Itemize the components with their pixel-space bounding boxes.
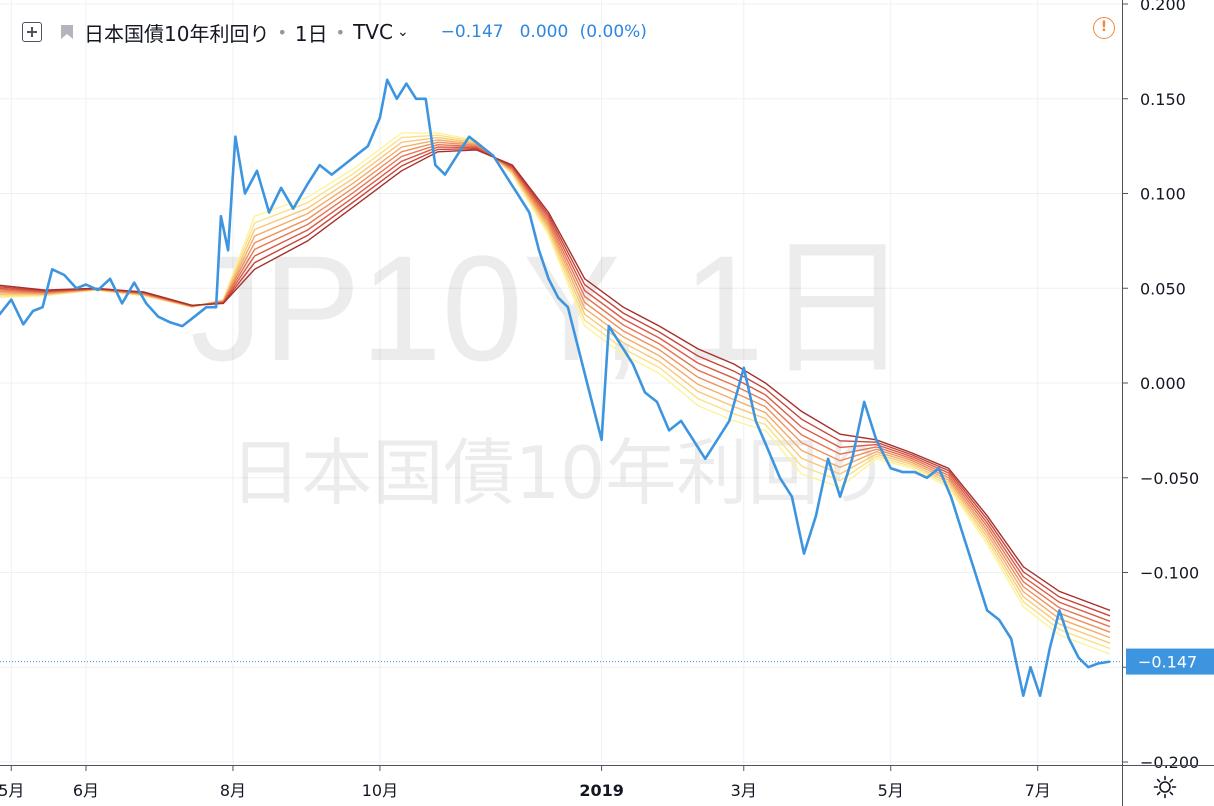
plus-square-icon[interactable] <box>22 22 42 42</box>
ma-line-9 <box>0 149 1111 612</box>
time-axis-bg <box>0 765 1122 806</box>
y-tick-label: −0.050 <box>1140 469 1199 488</box>
y-tick-label: −0.200 <box>1140 753 1199 772</box>
chevron-down-icon[interactable]: ⌄ <box>396 24 409 40</box>
x-tick-label: 3月 <box>731 781 757 800</box>
grid <box>0 0 1122 765</box>
x-tick-label: 2019 <box>579 781 624 800</box>
y-tick-label: 0.050 <box>1140 279 1186 298</box>
price-line <box>0 78 1111 697</box>
y-tick-label: 0.000 <box>1140 374 1186 393</box>
x-tick-label: 5月 <box>0 781 24 800</box>
x-tick-label: 7月 <box>1025 781 1051 800</box>
y-tick-label: 0.100 <box>1140 185 1186 204</box>
price-series <box>0 78 1111 697</box>
legend-separator: • <box>335 22 346 42</box>
y-tick-label: 0.200 <box>1140 0 1186 14</box>
interval-label[interactable]: 1日 <box>294 21 328 46</box>
price-axis-bg <box>1122 0 1214 765</box>
gear-icon[interactable] <box>1153 775 1177 799</box>
y-tick-label: 0.150 <box>1140 90 1186 109</box>
legend-values: −0.147 0.000 (0.00%) <box>441 22 663 42</box>
y-tick-label: −0.100 <box>1140 564 1199 583</box>
watermark: JP10Y, 1日 日本国債10年利回り <box>190 224 910 515</box>
x-tick-label: 5月 <box>878 781 904 800</box>
x-tick-label: 10月 <box>362 781 398 800</box>
price-axis[interactable]: 0.200 0.150 0.100 0.050 0.000 −0.050 −0.100 −0.… <box>1122 0 1214 806</box>
last-price-label: −0.147 <box>1138 653 1197 672</box>
exchange-label[interactable]: TVC <box>353 20 393 44</box>
watermark-subtitle: 日本国債10年利回り <box>230 431 890 515</box>
ma-ribbon <box>0 132 1111 655</box>
x-tick-label: 6月 <box>73 781 99 800</box>
time-axis[interactable]: 5月 6月 8月 10月 2019 3月 5月 7月 <box>0 765 1214 806</box>
flag-icon[interactable] <box>60 23 74 41</box>
legend-separator: • <box>277 22 287 42</box>
last-price-badge <box>1126 648 1214 675</box>
watermark-title: JP10Y, 1日 <box>190 224 910 392</box>
change-value: 0.000 (0.00%) <box>519 22 647 42</box>
symbol-title[interactable]: 日本国債10年利回り <box>84 21 270 46</box>
last-value: −0.147 <box>440 22 504 42</box>
exclamation-circle-icon[interactable]: ! <box>1093 17 1115 39</box>
chart-legend: 日本国債10年利回り • 1日 • TVC ⌄ −0.147 0.000 (0.0… <box>22 14 663 50</box>
x-tick-label: 8月 <box>220 781 246 800</box>
